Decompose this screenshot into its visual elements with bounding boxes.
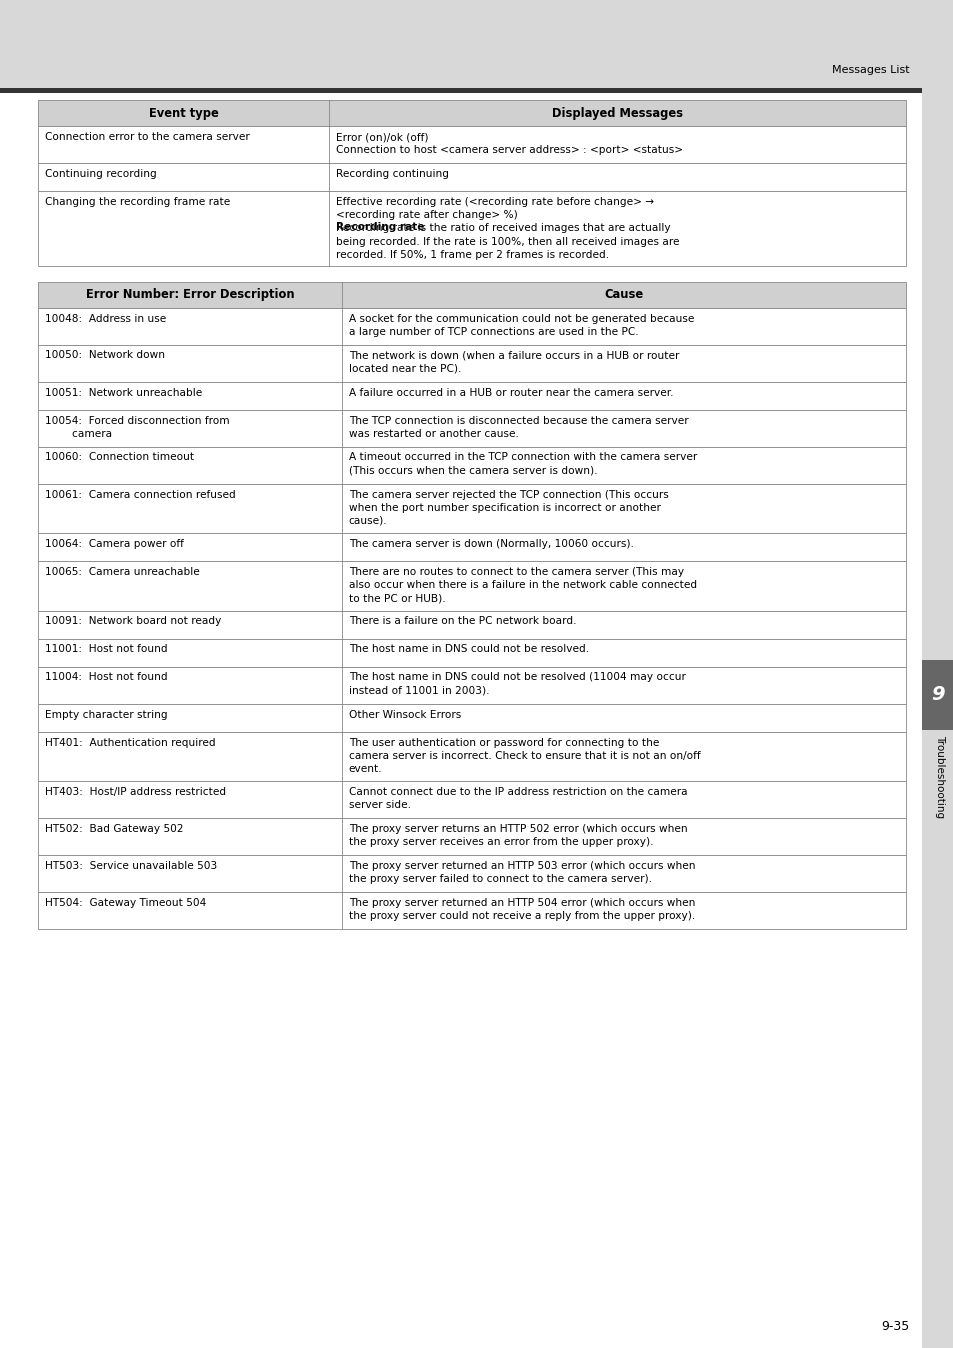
Text: Empty character string: Empty character string: [45, 709, 168, 720]
Bar: [38, 307, 905, 345]
Text: 11004:  Host not found: 11004: Host not found: [45, 673, 168, 682]
Text: A timeout occurred in the TCP connection with the camera server
(This occurs whe: A timeout occurred in the TCP connection…: [349, 453, 697, 476]
Text: Messages List: Messages List: [832, 65, 909, 75]
Text: The TCP connection is disconnected because the camera server
was restarted or an: The TCP connection is disconnected becau…: [349, 415, 688, 438]
Text: Other Winsock Errors: Other Winsock Errors: [349, 709, 460, 720]
Text: The network is down (when a failure occurs in a HUB or router
located near the P: The network is down (when a failure occu…: [349, 350, 679, 373]
Text: 10064:  Camera power off: 10064: Camera power off: [45, 539, 184, 549]
Text: The camera server is down (Normally, 10060 occurs).: The camera server is down (Normally, 100…: [349, 539, 633, 549]
Bar: [38, 163, 905, 191]
Text: A socket for the communication could not be generated because
a large number of : A socket for the communication could not…: [349, 314, 694, 337]
Text: The proxy server returned an HTTP 503 error (which occurs when
the proxy server : The proxy server returned an HTTP 503 er…: [349, 861, 695, 884]
Text: HT503:  Service unavailable 503: HT503: Service unavailable 503: [45, 861, 217, 871]
Text: Continuing recording: Continuing recording: [45, 168, 156, 179]
Text: The proxy server returned an HTTP 504 error (which occurs when
the proxy server : The proxy server returned an HTTP 504 er…: [349, 898, 695, 921]
Bar: [38, 446, 905, 484]
Text: 10051:  Network unreachable: 10051: Network unreachable: [45, 387, 202, 398]
Bar: [38, 704, 905, 732]
Bar: [38, 732, 905, 780]
Bar: [38, 892, 905, 929]
Text: Cannot connect due to the IP address restriction on the camera
server side.: Cannot connect due to the IP address res…: [349, 787, 687, 810]
Text: A failure occurred in a HUB or router near the camera server.: A failure occurred in a HUB or router ne…: [349, 387, 673, 398]
Text: 10091:  Network board not ready: 10091: Network board not ready: [45, 616, 221, 627]
Text: HT403:  Host/IP address restricted: HT403: Host/IP address restricted: [45, 787, 226, 797]
Text: Recording rate: Recording rate: [335, 222, 424, 232]
Text: Recording rate: Recording rate: [335, 222, 424, 232]
Text: Effective recording rate (<recording rate before change> →
<recording rate after: Effective recording rate (<recording rat…: [335, 197, 679, 260]
Bar: [38, 410, 905, 446]
Bar: [38, 191, 905, 266]
Text: Error Number: Error Description: Error Number: Error Description: [86, 288, 294, 301]
Text: 10060:  Connection timeout: 10060: Connection timeout: [45, 453, 193, 462]
Text: Displayed Messages: Displayed Messages: [552, 106, 682, 120]
Bar: [38, 100, 905, 125]
Text: The host name in DNS could not be resolved.: The host name in DNS could not be resolv…: [349, 644, 588, 655]
Bar: [38, 666, 905, 704]
Text: The user authentication or password for connecting to the
camera server is incor: The user authentication or password for …: [349, 737, 700, 774]
Bar: [38, 818, 905, 855]
Bar: [38, 381, 905, 410]
Text: There are no routes to connect to the camera server (This may
also occur when th: There are no routes to connect to the ca…: [349, 568, 697, 604]
Text: The host name in DNS could not be resolved (11004 may occur
instead of 11001 in : The host name in DNS could not be resolv…: [349, 673, 685, 696]
Text: 9: 9: [930, 686, 943, 705]
Text: 10050:  Network down: 10050: Network down: [45, 350, 165, 360]
Bar: [38, 611, 905, 639]
Bar: [921, 661, 953, 731]
Bar: [38, 125, 905, 163]
Text: Event type: Event type: [149, 106, 218, 120]
Text: The proxy server returns an HTTP 502 error (which occurs when
the proxy server r: The proxy server returns an HTTP 502 err…: [349, 824, 687, 847]
Text: 10065:  Camera unreachable: 10065: Camera unreachable: [45, 568, 199, 577]
Text: 11001:  Host not found: 11001: Host not found: [45, 644, 168, 655]
Text: The camera server rejected the TCP connection (This occurs
when the port number : The camera server rejected the TCP conne…: [349, 489, 668, 526]
Bar: [38, 532, 905, 561]
Text: Connection error to the camera server: Connection error to the camera server: [45, 132, 250, 142]
Text: HT504:  Gateway Timeout 504: HT504: Gateway Timeout 504: [45, 898, 206, 909]
Bar: [38, 561, 905, 611]
Bar: [38, 780, 905, 818]
Bar: [0, 88, 921, 93]
Text: 10054:  Forced disconnection from
        camera: 10054: Forced disconnection from camera: [45, 415, 230, 438]
Text: Cause: Cause: [603, 288, 642, 301]
Bar: [921, 0, 953, 1348]
Text: Changing the recording frame rate: Changing the recording frame rate: [45, 197, 230, 208]
Text: 9-35: 9-35: [881, 1320, 909, 1333]
Bar: [38, 282, 905, 307]
Text: Troubleshooting: Troubleshooting: [934, 735, 944, 818]
Bar: [38, 345, 905, 381]
Text: 10061:  Camera connection refused: 10061: Camera connection refused: [45, 489, 235, 500]
Bar: [0, 0, 921, 88]
Text: Recording continuing: Recording continuing: [335, 168, 448, 179]
Text: Error (on)/ok (off)
Connection to host <camera server address> : <port> <status>: Error (on)/ok (off) Connection to host <…: [335, 132, 682, 155]
Text: HT502:  Bad Gateway 502: HT502: Bad Gateway 502: [45, 824, 183, 834]
Text: There is a failure on the PC network board.: There is a failure on the PC network boa…: [349, 616, 576, 627]
Text: HT401:  Authentication required: HT401: Authentication required: [45, 737, 215, 748]
Bar: [38, 484, 905, 532]
Text: 10048:  Address in use: 10048: Address in use: [45, 314, 166, 324]
Bar: [38, 855, 905, 892]
Bar: [38, 639, 905, 666]
